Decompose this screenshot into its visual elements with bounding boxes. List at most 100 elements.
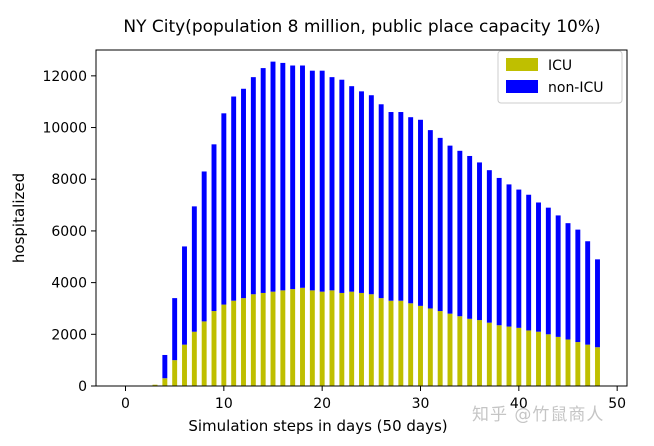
bar-non-icu-day-18 <box>300 65 305 288</box>
bar-non-icu-day-42 <box>536 202 541 332</box>
x-tick-label: 50 <box>608 396 626 412</box>
bar-non-icu-day-35 <box>467 155 473 319</box>
bar-non-icu-day-33 <box>447 145 453 314</box>
bar-icu-day-5 <box>172 360 178 386</box>
bar-non-icu-day-13 <box>250 77 256 295</box>
bar-icu-day-32 <box>437 311 443 386</box>
y-tick-label: 0 <box>78 379 87 395</box>
legend-label-non-icu: non-ICU <box>548 80 604 96</box>
bar-icu-day-25 <box>368 294 374 386</box>
bar-icu-day-3 <box>152 384 158 386</box>
bar-non-icu-day-41 <box>526 194 532 331</box>
bar-icu-day-18 <box>300 287 305 386</box>
bar-non-icu-day-15 <box>270 61 276 292</box>
bar-icu-day-12 <box>241 298 246 386</box>
bar-non-icu-day-27 <box>388 112 394 301</box>
bars-group <box>152 61 600 386</box>
bar-icu-day-23 <box>349 291 355 386</box>
bar-icu-day-41 <box>526 330 532 386</box>
y-axis-label: hospitalized <box>10 173 28 263</box>
bar-non-icu-day-29 <box>408 117 414 304</box>
bar-non-icu-day-34 <box>457 150 463 317</box>
watermark-text: 知乎 @竹鼠商人 <box>472 405 605 425</box>
bar-icu-day-26 <box>378 298 384 386</box>
bar-icu-day-43 <box>545 334 551 386</box>
bar-non-icu-day-25 <box>368 95 374 295</box>
y-tick-label: 4000 <box>51 276 87 292</box>
x-tick-label: 10 <box>215 396 233 412</box>
bar-icu-day-31 <box>427 308 433 386</box>
bar-icu-day-19 <box>309 290 315 386</box>
bar-non-icu-day-4 <box>162 354 168 379</box>
bar-non-icu-day-21 <box>329 77 335 291</box>
y-tick-label: 12000 <box>42 69 87 85</box>
bar-non-icu-day-40 <box>516 189 522 328</box>
chart-title: NY City(population 8 million, public pla… <box>123 17 600 37</box>
bar-icu-day-9 <box>211 311 217 386</box>
x-tick-label: 0 <box>121 396 130 412</box>
bar-icu-day-27 <box>388 300 394 386</box>
bar-non-icu-day-28 <box>398 112 404 301</box>
bar-non-icu-day-23 <box>349 86 355 292</box>
bar-non-icu-day-44 <box>555 215 561 337</box>
bar-icu-day-4 <box>162 378 168 386</box>
bar-non-icu-day-20 <box>319 70 325 292</box>
bar-non-icu-day-7 <box>191 206 197 332</box>
bar-icu-day-7 <box>191 331 197 386</box>
bar-icu-day-14 <box>260 292 266 386</box>
legend-swatch-icu <box>506 58 538 71</box>
bar-non-icu-day-12 <box>241 88 246 299</box>
bar-non-icu-day-30 <box>418 119 423 306</box>
legend-swatch-non-icu <box>506 80 538 93</box>
bar-icu-day-46 <box>575 342 581 386</box>
bar-non-icu-day-11 <box>231 96 237 301</box>
bar-icu-day-6 <box>182 344 187 386</box>
bar-non-icu-day-17 <box>290 65 296 290</box>
y-tick-label: 10000 <box>42 121 87 137</box>
y-tick-label: 2000 <box>51 327 87 343</box>
bar-icu-day-45 <box>565 339 571 386</box>
legend-label-icu: ICU <box>548 58 572 74</box>
bar-icu-day-36 <box>477 320 482 386</box>
bar-icu-day-47 <box>585 344 591 386</box>
bar-non-icu-day-47 <box>585 241 591 345</box>
bar-non-icu-day-9 <box>211 144 217 312</box>
bar-icu-day-35 <box>467 318 473 386</box>
bar-icu-day-24 <box>359 292 364 386</box>
bar-non-icu-day-39 <box>506 184 512 327</box>
bar-icu-day-21 <box>329 290 335 386</box>
bar-icu-day-22 <box>339 292 345 386</box>
x-tick-label: 30 <box>412 396 430 412</box>
bar-non-icu-day-26 <box>378 104 384 299</box>
bar-non-icu-day-14 <box>260 68 266 293</box>
bar-non-icu-day-16 <box>280 62 286 291</box>
bar-non-icu-day-45 <box>565 223 571 340</box>
bar-non-icu-day-22 <box>339 79 345 293</box>
bar-non-icu-day-38 <box>496 177 502 326</box>
bar-non-icu-day-5 <box>172 298 178 361</box>
bar-icu-day-28 <box>398 300 404 386</box>
bar-icu-day-11 <box>231 300 237 386</box>
bar-non-icu-day-43 <box>545 207 551 335</box>
bar-icu-day-39 <box>506 326 512 386</box>
y-tick-label: 6000 <box>51 224 87 240</box>
bar-icu-day-48 <box>595 347 600 386</box>
bar-non-icu-day-24 <box>359 91 364 293</box>
bar-non-icu-day-36 <box>477 162 482 321</box>
bar-icu-day-40 <box>516 327 522 386</box>
bar-icu-day-30 <box>418 305 423 386</box>
bar-icu-day-38 <box>496 325 502 386</box>
bar-icu-day-20 <box>319 291 325 386</box>
x-tick-label: 20 <box>313 396 331 412</box>
bar-non-icu-day-31 <box>427 130 433 309</box>
bar-icu-day-42 <box>536 331 541 386</box>
bar-icu-day-29 <box>408 303 414 386</box>
bar-non-icu-day-32 <box>437 137 443 312</box>
bar-icu-day-13 <box>250 294 256 386</box>
bar-non-icu-day-8 <box>201 171 207 322</box>
x-tick-label: 40 <box>510 396 528 412</box>
x-axis: 0 10 20 30 40 50 <box>121 386 626 412</box>
bar-icu-day-34 <box>457 316 463 386</box>
